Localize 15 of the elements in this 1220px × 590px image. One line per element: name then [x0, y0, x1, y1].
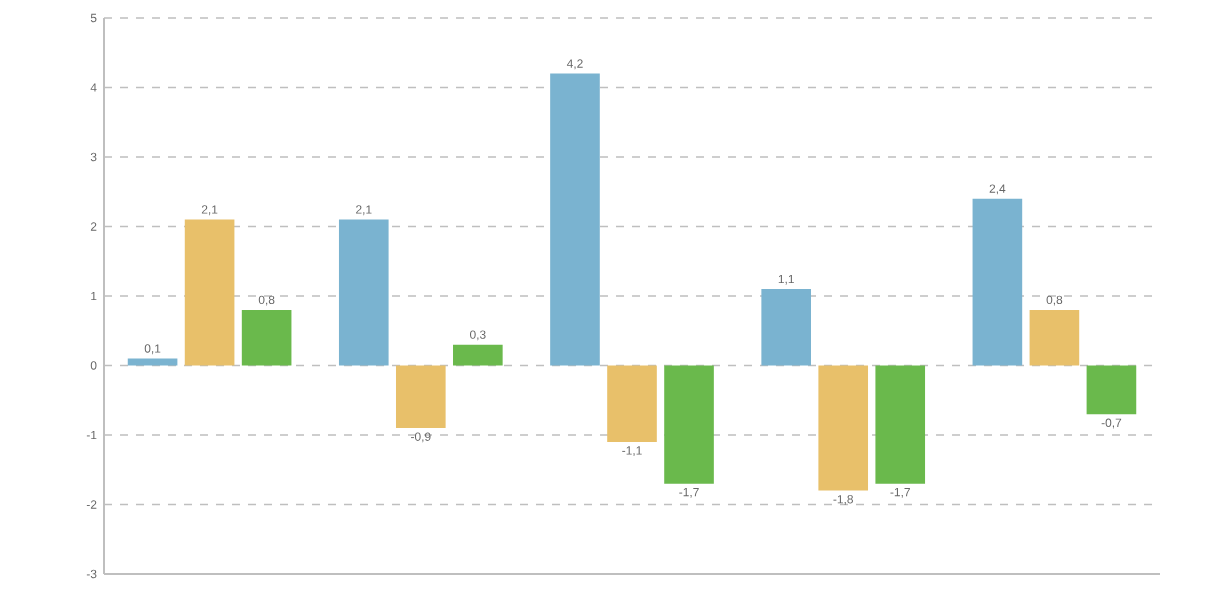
bar	[664, 365, 714, 484]
bar	[127, 358, 178, 366]
bar	[875, 365, 926, 484]
bar	[184, 219, 235, 366]
bar	[395, 365, 446, 429]
bar	[1029, 309, 1080, 366]
bar	[241, 309, 292, 366]
bar	[338, 219, 389, 366]
bar	[607, 365, 657, 442]
bar	[761, 289, 811, 366]
bar	[1086, 365, 1137, 415]
bar	[550, 73, 600, 366]
bar	[818, 365, 869, 491]
bar	[453, 344, 503, 366]
bar	[972, 198, 1023, 366]
